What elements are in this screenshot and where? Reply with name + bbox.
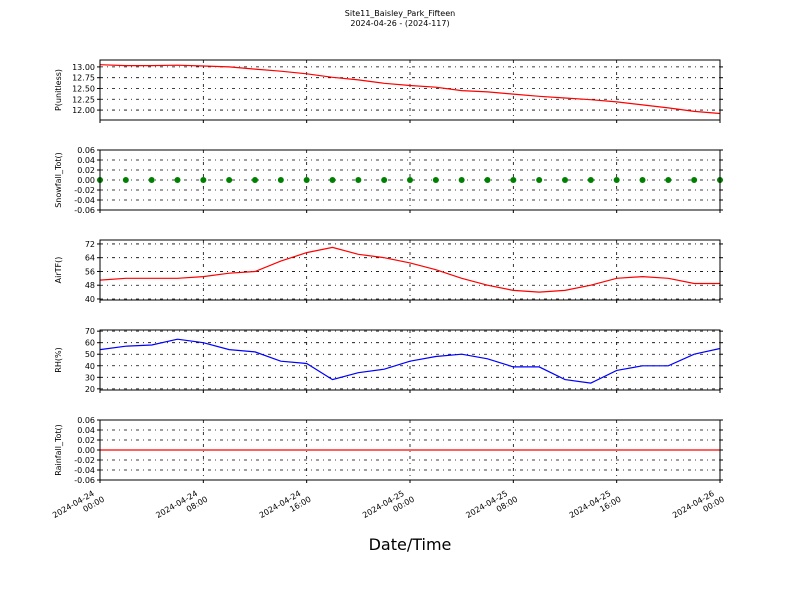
- data-point: [536, 177, 543, 183]
- y-tick-label: 60: [85, 339, 95, 348]
- data-point: [639, 177, 646, 183]
- y-tick-label: 48: [85, 281, 95, 290]
- data-point: [432, 177, 439, 183]
- data-point: [510, 177, 517, 183]
- data-point: [252, 177, 258, 183]
- y-tick-label: 0.06: [77, 416, 95, 425]
- plot-frame: [99, 59, 721, 121]
- y-tick-label: 30: [85, 373, 95, 382]
- y-axis-label: P(unitless): [54, 69, 63, 111]
- y-tick-label: 0.02: [77, 166, 95, 175]
- plot-frame: [99, 329, 721, 391]
- y-tick-label: 0.02: [77, 436, 95, 445]
- y-tick-label: 50: [85, 350, 95, 359]
- x-tick-label: 2024-04-2408:00: [154, 486, 209, 529]
- y-tick-label: 20: [85, 385, 95, 394]
- y-tick-label: -0.04: [74, 196, 95, 205]
- y-tick-label: 0.06: [77, 146, 95, 155]
- y-axis-label: AirTF(): [54, 257, 63, 284]
- plot-frame: [99, 149, 721, 211]
- y-tick-label: 12.50: [72, 84, 95, 93]
- data-point: [355, 177, 362, 183]
- x-axis-label: Date/Time: [369, 535, 452, 554]
- y-axis-label: Snowfall_Tot(): [54, 152, 63, 208]
- y-tick-label: 40: [85, 295, 95, 304]
- y-tick-label: -0.02: [74, 456, 95, 465]
- y-tick-label: 56: [85, 267, 95, 276]
- y-tick-label: 13.00: [72, 63, 95, 72]
- data-point: [277, 177, 284, 183]
- x-tick-label: 2024-04-2400:00: [51, 486, 106, 529]
- data-point: [329, 177, 336, 183]
- y-tick-label: -0.06: [74, 476, 95, 485]
- y-tick-label: 0.04: [77, 426, 95, 435]
- chart-title: Site11_Baisley_Park_Fifteen: [345, 9, 455, 18]
- data-point: [665, 177, 672, 183]
- x-tick-label: 2024-04-2600:00: [671, 486, 726, 529]
- data-point: [122, 177, 129, 183]
- y-tick-label: 40: [85, 362, 95, 371]
- y-tick-label: -0.04: [74, 466, 95, 475]
- data-line: [99, 246, 720, 293]
- y-tick-label: 12.00: [72, 106, 95, 115]
- data-point: [303, 177, 310, 183]
- y-tick-label: 12.25: [72, 95, 95, 104]
- data-point: [458, 177, 465, 183]
- data-point: [613, 177, 620, 183]
- y-tick-label: 0.04: [77, 156, 95, 165]
- data-point: [484, 177, 491, 183]
- y-tick-label: -0.06: [74, 206, 95, 215]
- chart-subtitle: 2024-04-26 - (2024-117): [350, 19, 449, 28]
- y-tick-label: 70: [85, 327, 95, 336]
- data-line: [99, 64, 721, 115]
- x-tick-label: 2024-04-2500:00: [361, 486, 416, 529]
- x-tick-label: 2024-04-2416:00: [258, 486, 313, 529]
- x-tick-label: 2024-04-2516:00: [568, 486, 623, 529]
- plot-frame: [99, 419, 721, 481]
- data-point: [562, 177, 568, 183]
- y-tick-label: 72: [85, 240, 95, 249]
- y-tick-label: 0.00: [77, 446, 95, 455]
- data-point: [381, 177, 388, 183]
- plot-frame: [99, 239, 721, 301]
- y-tick-label: 64: [85, 254, 95, 263]
- y-tick-label: 12.75: [72, 74, 95, 83]
- data-point: [691, 177, 698, 183]
- data-point: [587, 177, 594, 183]
- y-axis-label: RH(%): [54, 347, 63, 372]
- y-axis-label: Rainfall_Tot(): [54, 424, 63, 476]
- data-point: [174, 177, 181, 183]
- x-tick-label: 2024-04-2508:00: [464, 486, 519, 529]
- data-point: [407, 177, 413, 183]
- data-point: [226, 177, 233, 183]
- data-line: [99, 338, 721, 384]
- data-point: [200, 177, 207, 183]
- y-tick-label: -0.02: [74, 186, 95, 195]
- y-tick-label: 0.00: [77, 176, 95, 185]
- data-point: [148, 177, 155, 183]
